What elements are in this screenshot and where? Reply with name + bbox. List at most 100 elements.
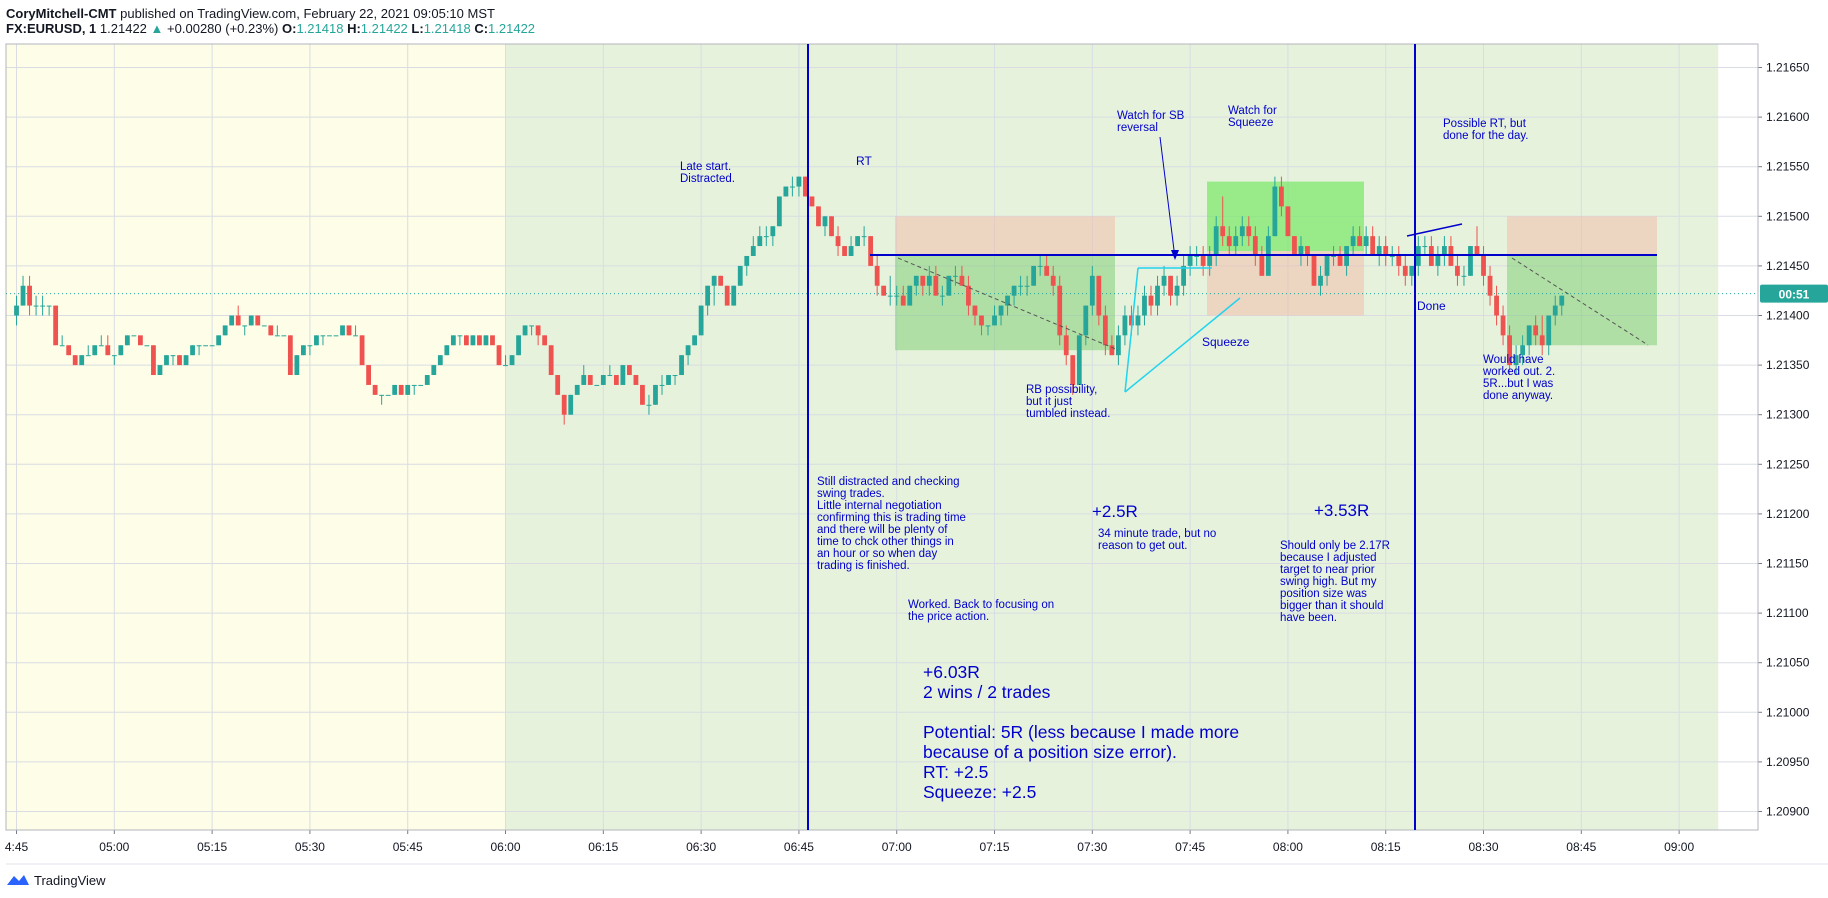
candle-body bbox=[294, 355, 300, 376]
y-tick-label: 1.21200 bbox=[1766, 507, 1810, 521]
candle-body bbox=[301, 345, 306, 356]
candle-body bbox=[235, 315, 241, 326]
candle-body bbox=[542, 335, 548, 346]
candle-body bbox=[216, 335, 222, 346]
candle-body bbox=[1070, 355, 1076, 385]
candle-body bbox=[398, 384, 404, 395]
candle-body bbox=[1135, 315, 1141, 326]
annotation-late-start: Distracted. bbox=[680, 173, 735, 185]
candle-body bbox=[1246, 226, 1252, 237]
candle-body bbox=[222, 325, 228, 336]
candle-body bbox=[40, 305, 45, 307]
low-value: 1.21418 bbox=[423, 21, 471, 36]
candle-body bbox=[131, 335, 137, 337]
candle-body bbox=[177, 355, 182, 366]
candle-body bbox=[118, 345, 124, 356]
candle-body bbox=[366, 365, 371, 385]
candle-body bbox=[1213, 226, 1219, 256]
candle-body bbox=[939, 295, 945, 297]
current-price-tag bbox=[1760, 284, 1828, 303]
candle-body bbox=[620, 365, 626, 385]
annotation-r-25-note: 34 minute trade, but no bbox=[1098, 528, 1216, 540]
candle-body bbox=[66, 345, 72, 356]
candle-body bbox=[868, 236, 874, 266]
candle-body bbox=[966, 285, 971, 306]
candle-body bbox=[242, 325, 248, 327]
y-tick-label: 1.21450 bbox=[1766, 259, 1810, 273]
x-tick-label: 4:45 bbox=[5, 840, 29, 854]
candle-body bbox=[933, 275, 939, 296]
candle-body bbox=[496, 345, 502, 366]
candle-body bbox=[1037, 265, 1043, 267]
footer: TradingView bbox=[6, 870, 106, 890]
author-name[interactable]: CoryMitchell-CMT bbox=[6, 6, 117, 21]
candle-body bbox=[359, 335, 365, 366]
candle-body bbox=[516, 335, 521, 356]
candle-body bbox=[503, 365, 508, 367]
candle-body bbox=[1161, 275, 1167, 286]
x-tick-label: 06:30 bbox=[686, 840, 716, 854]
candle-body bbox=[1350, 236, 1356, 247]
candle-body bbox=[574, 384, 580, 395]
y-tick-label: 1.21300 bbox=[1766, 408, 1810, 422]
candle-body bbox=[144, 345, 150, 347]
candle-body bbox=[424, 375, 430, 385]
candle-body bbox=[209, 345, 215, 347]
candle-body bbox=[548, 345, 554, 376]
x-tick-label: 07:15 bbox=[980, 840, 1010, 854]
candle-body bbox=[666, 375, 671, 385]
candle-body bbox=[1376, 246, 1382, 256]
trend-line bbox=[1511, 257, 1649, 346]
symbol-line: FX:EURUSD, 1 1.21422 ▲ +0.00280 (+0.23%)… bbox=[6, 21, 535, 36]
candle-body bbox=[268, 325, 274, 336]
candle-body bbox=[1298, 246, 1304, 256]
candle-body bbox=[1357, 236, 1363, 247]
candle-body bbox=[718, 275, 724, 286]
candle-body bbox=[170, 355, 176, 357]
candle-body bbox=[1468, 246, 1473, 276]
candle-body bbox=[555, 375, 561, 395]
session-background bbox=[505, 44, 1719, 830]
candle-body bbox=[203, 345, 208, 347]
candle-body bbox=[731, 285, 737, 306]
symbol-name[interactable]: FX:EURUSD, 1 bbox=[6, 21, 97, 36]
annotation-summary: RT: +2.5 bbox=[923, 762, 988, 782]
candle-body bbox=[1520, 345, 1526, 356]
candle-body bbox=[587, 375, 593, 385]
candle-body bbox=[1259, 255, 1265, 276]
candle-body bbox=[196, 345, 202, 347]
x-tick-label: 08:00 bbox=[1273, 840, 1303, 854]
candle-body bbox=[881, 285, 887, 296]
candle-body bbox=[1233, 236, 1239, 247]
arrow-line bbox=[1406, 223, 1463, 237]
candle-body bbox=[874, 265, 880, 286]
candle-body bbox=[816, 206, 821, 227]
x-tick-label: 06:15 bbox=[588, 840, 618, 854]
candle-body bbox=[1513, 355, 1519, 366]
candle-body bbox=[861, 236, 867, 238]
x-tick-label: 05:30 bbox=[295, 840, 325, 854]
candle-body bbox=[1142, 295, 1147, 316]
publish-line: CoryMitchell-CMT published on TradingVie… bbox=[6, 6, 495, 21]
candle-body bbox=[151, 345, 156, 376]
annotation-rb-possibility: RB possibility, bbox=[1026, 384, 1097, 396]
candle-body bbox=[14, 305, 19, 316]
annotation-r-353-note: have been. bbox=[1280, 612, 1337, 624]
candle-body bbox=[640, 384, 645, 405]
y-tick-label: 1.21100 bbox=[1766, 606, 1809, 620]
x-tick-label: 05:00 bbox=[99, 840, 129, 854]
x-tick-label: 08:15 bbox=[1371, 840, 1401, 854]
close-label: C: bbox=[474, 21, 489, 36]
candle-body bbox=[679, 355, 684, 376]
candle-body bbox=[1507, 335, 1512, 366]
brand-name[interactable]: TradingView bbox=[34, 872, 106, 888]
candle-body bbox=[705, 285, 711, 306]
candle-body bbox=[1122, 315, 1128, 336]
published-text: published on TradingView.com, February 2… bbox=[120, 6, 495, 21]
candle-body bbox=[1168, 275, 1173, 296]
candle-body bbox=[522, 325, 528, 336]
candle-body bbox=[581, 375, 587, 385]
y-tick-label: 1.21000 bbox=[1766, 705, 1810, 719]
candle-body bbox=[979, 315, 984, 326]
